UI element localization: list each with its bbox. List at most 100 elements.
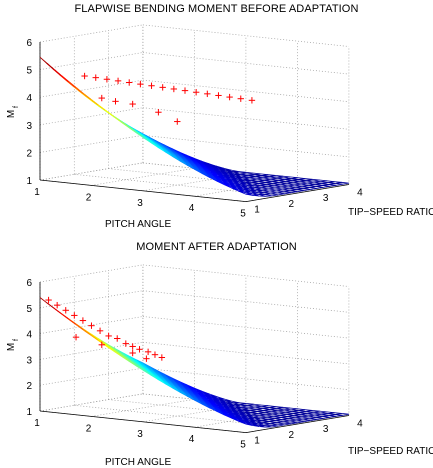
y-tick-label: 4 xyxy=(357,188,363,199)
z-axis-label-text: M xyxy=(6,343,17,351)
z-axis-label-text: M xyxy=(6,110,17,118)
y-tick-label: 1 xyxy=(254,436,260,447)
x-tick-label: 4 xyxy=(189,203,195,214)
scatter-point xyxy=(98,341,105,349)
grid-line xyxy=(142,264,349,287)
scatter-point xyxy=(45,296,52,304)
x-tick-label: 4 xyxy=(189,434,195,445)
x-tick-label: 1 xyxy=(34,187,40,198)
z-tick-label: 1 xyxy=(26,176,32,187)
scatter-point xyxy=(71,312,78,319)
x-tick-label: 3 xyxy=(137,198,143,209)
z-tick-label: 2 xyxy=(26,148,32,159)
scatter-point xyxy=(129,100,136,108)
x-axis-label: PITCH ANGLE xyxy=(105,219,171,230)
scatter-point xyxy=(155,109,162,116)
scatter-point xyxy=(88,322,95,329)
y-axis-label: TIP−SPEED RATIO xyxy=(348,207,433,218)
grid-line xyxy=(39,24,143,43)
mesh-cell xyxy=(39,297,55,309)
y-tick-label: 4 xyxy=(357,419,363,430)
x-axis-line xyxy=(39,410,247,433)
z-tick-label: 3 xyxy=(26,355,32,366)
grid-line xyxy=(91,398,195,417)
scatter-point xyxy=(98,94,105,102)
scatter-point xyxy=(81,72,88,80)
scatter-point xyxy=(129,349,136,357)
scatter-point xyxy=(136,346,143,353)
y-tick-label: 3 xyxy=(323,424,329,435)
scatter-point xyxy=(143,355,150,362)
x-tick-label: 5 xyxy=(240,209,246,220)
grid-line xyxy=(39,162,143,181)
x-tick-label: 2 xyxy=(86,192,92,203)
scatter-point xyxy=(92,74,99,81)
z-tick-label: 4 xyxy=(26,330,32,341)
scatter-point xyxy=(114,77,122,85)
scatter-point xyxy=(62,307,69,314)
grid-line xyxy=(39,107,143,126)
x-axis-label: PITCH ANGLE xyxy=(105,457,171,468)
z-tick-label: 1 xyxy=(26,407,32,418)
x-tick-label: 1 xyxy=(34,418,40,429)
y-axis-line xyxy=(245,184,349,202)
x-tick-label: 2 xyxy=(86,423,92,434)
scatter-point xyxy=(148,82,155,89)
z-tick-label: 4 xyxy=(26,93,32,104)
y-axis-label: TIP−SPEED RATIO xyxy=(348,446,433,457)
z-axis-label: Mf xyxy=(6,339,20,351)
scatter-point xyxy=(53,301,61,309)
y-tick-label: 1 xyxy=(254,205,260,216)
z-axis-label-sub: f xyxy=(13,106,20,108)
y-tick-label: 2 xyxy=(289,430,295,441)
scatter-point xyxy=(103,76,111,83)
z-tick-label: 6 xyxy=(26,38,32,49)
scatter-point xyxy=(215,92,222,99)
scatter-point xyxy=(129,343,136,350)
grid-line xyxy=(39,134,143,153)
scatter-point xyxy=(114,335,121,342)
scatter-point xyxy=(96,327,104,335)
z-axis-label-sub: f xyxy=(13,339,20,341)
scatter-point xyxy=(122,340,129,347)
scatter-point xyxy=(204,90,211,98)
scatter-point xyxy=(105,332,112,340)
scatter-point xyxy=(174,118,181,125)
y-axis-line xyxy=(245,415,349,433)
grid-line xyxy=(39,52,143,70)
scatter-point xyxy=(192,89,200,96)
scatter-point xyxy=(137,80,144,88)
scatter-point xyxy=(226,93,233,101)
scatter-point xyxy=(158,354,166,361)
scatter-point xyxy=(248,97,256,104)
z-tick-label: 2 xyxy=(26,381,32,392)
scatter-point xyxy=(79,317,87,324)
y-tick-label: 2 xyxy=(289,199,295,210)
z-tick-label: 5 xyxy=(26,66,32,77)
scatter-point xyxy=(159,84,166,91)
x-tick-label: 3 xyxy=(137,429,143,440)
scatter-point xyxy=(181,87,189,94)
scatter-point xyxy=(237,95,244,102)
z-axis-label: Mf xyxy=(6,106,20,118)
mesh-cell xyxy=(39,56,55,70)
grid-line xyxy=(142,290,349,313)
chart-panel-top: FLAPWISE BENDING MOMENT BEFORE ADAPTATIO… xyxy=(6,3,433,230)
grid-line xyxy=(142,107,349,130)
grid-line xyxy=(39,264,143,283)
scatter-point xyxy=(170,85,178,93)
scatter-point xyxy=(126,79,133,86)
scatter-point xyxy=(144,348,152,356)
z-tick-label: 3 xyxy=(26,121,32,132)
x-axis-line xyxy=(39,179,247,202)
grid-line xyxy=(39,393,143,412)
y-tick-label: 3 xyxy=(323,193,329,204)
z-tick-label: 5 xyxy=(26,304,32,315)
z-tick-label: 6 xyxy=(26,278,32,289)
x-tick-label: 5 xyxy=(240,440,246,451)
scatter-point xyxy=(112,98,119,105)
chart-title: MOMENT AFTER ADAPTATION xyxy=(136,241,297,253)
grid-line xyxy=(91,167,195,186)
